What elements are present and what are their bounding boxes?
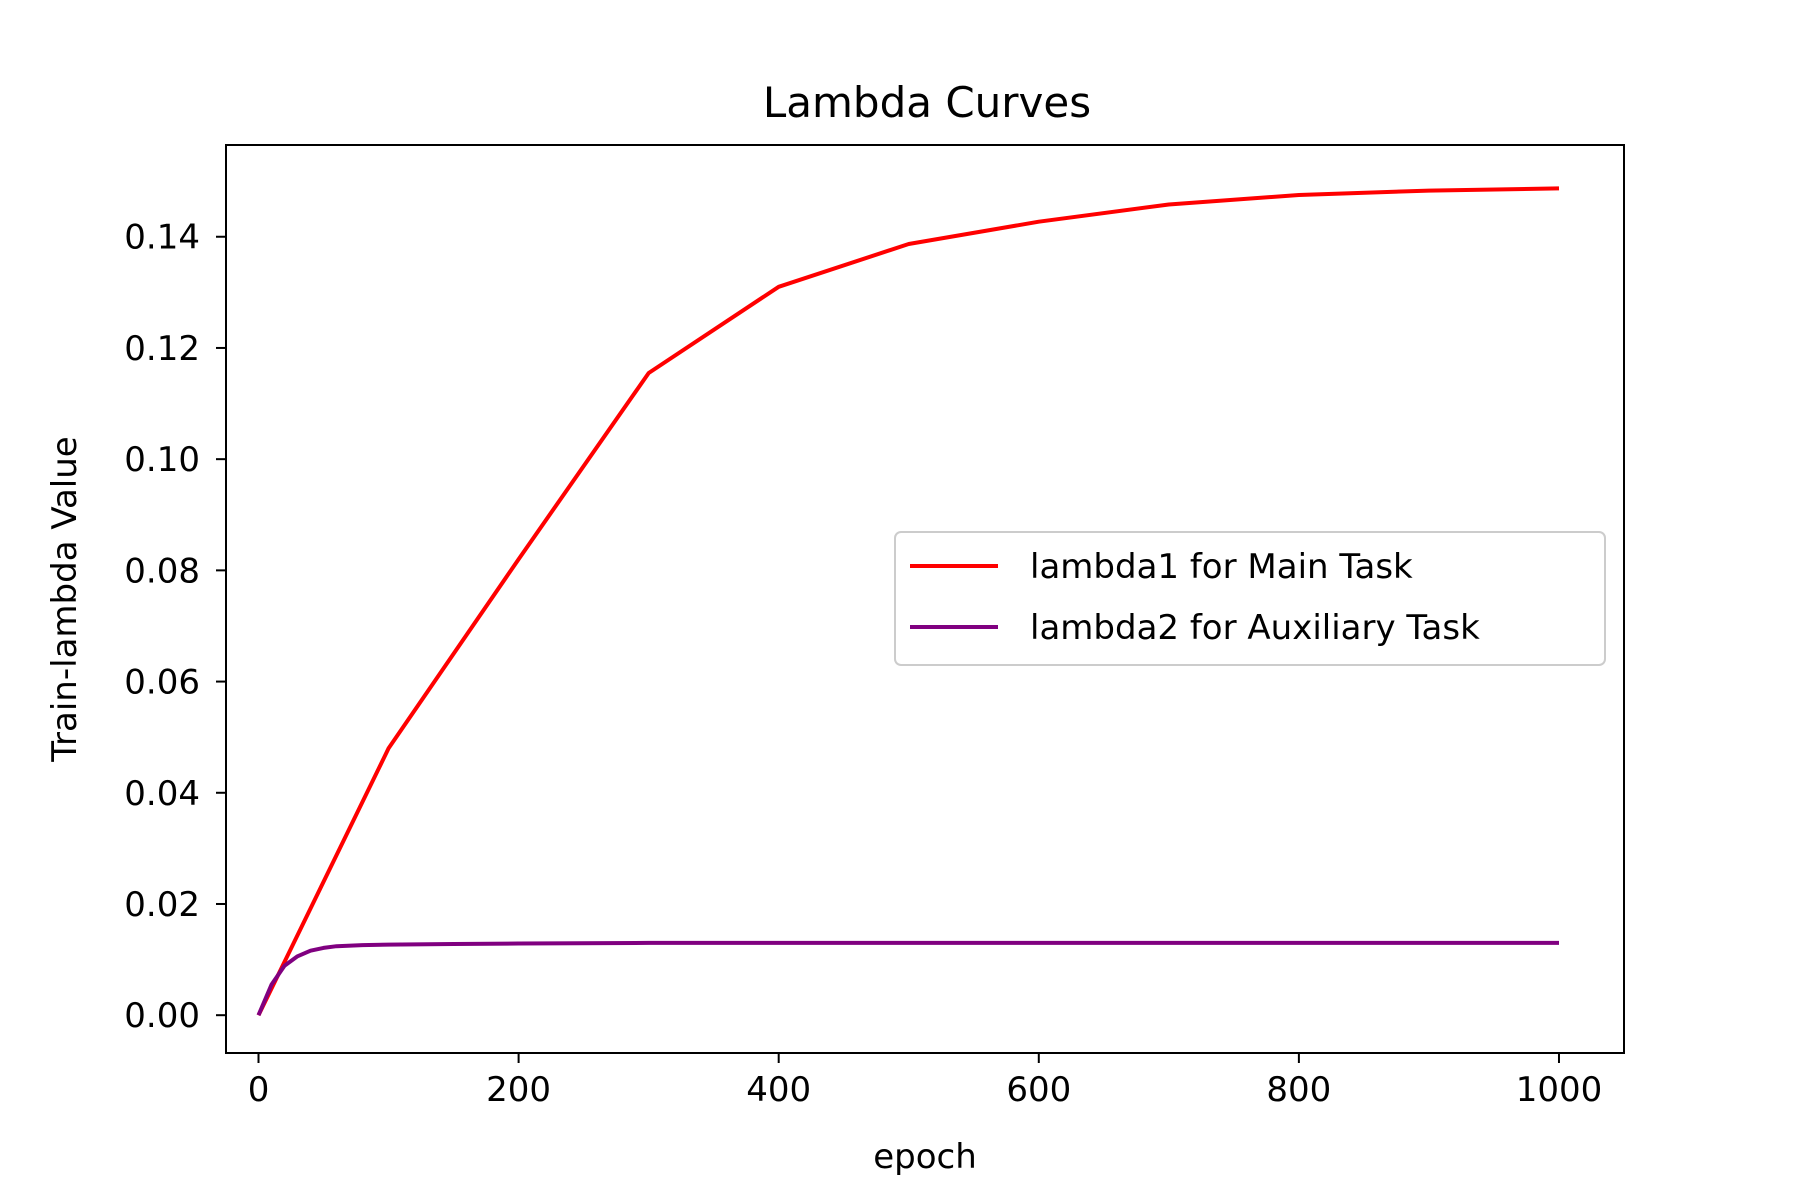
- x-tick-label: 600: [1006, 1070, 1071, 1110]
- x-axis-label: epoch: [873, 1137, 977, 1177]
- y-tick-label: 0.10: [124, 440, 200, 480]
- y-tick-label: 0.12: [124, 329, 200, 369]
- y-tick-label: 0.02: [124, 885, 200, 925]
- legend-label-lambda1: lambda1 for Main Task: [1030, 547, 1413, 587]
- x-tick-label: 1000: [1516, 1070, 1603, 1110]
- legend-box: [894, 531, 1606, 666]
- chart-title: Lambda Curves: [763, 78, 1091, 127]
- x-tick-label: 0: [248, 1070, 270, 1110]
- plot-frame: [225, 144, 1625, 1054]
- series-line-lambda2: [256, 940, 1559, 1016]
- y-tick-label: 0.14: [124, 218, 200, 258]
- legend: lambda1 for Main Task lambda2 for Auxili…: [894, 531, 1606, 666]
- series-line-lambda1: [256, 186, 1560, 1017]
- x-tick-label: 400: [746, 1070, 811, 1110]
- y-tick-label: 0.08: [124, 551, 200, 591]
- x-tick-label: 200: [486, 1070, 551, 1110]
- axis-ticks: 0 200 400 600 800 1000 0.00 0.02 0.04 0.06 0.08 0.1…: [124, 218, 1602, 1110]
- y-tick-label: 0.00: [124, 996, 200, 1036]
- x-tick-label: 800: [1266, 1070, 1331, 1110]
- y-tick-label: 0.04: [124, 774, 200, 814]
- y-tick-label: 0.06: [124, 663, 200, 703]
- plot-area: [256, 186, 1560, 1017]
- y-axis-label: Train-lambda Value: [45, 436, 85, 762]
- legend-label-lambda2: lambda2 for Auxiliary Task: [1030, 608, 1480, 648]
